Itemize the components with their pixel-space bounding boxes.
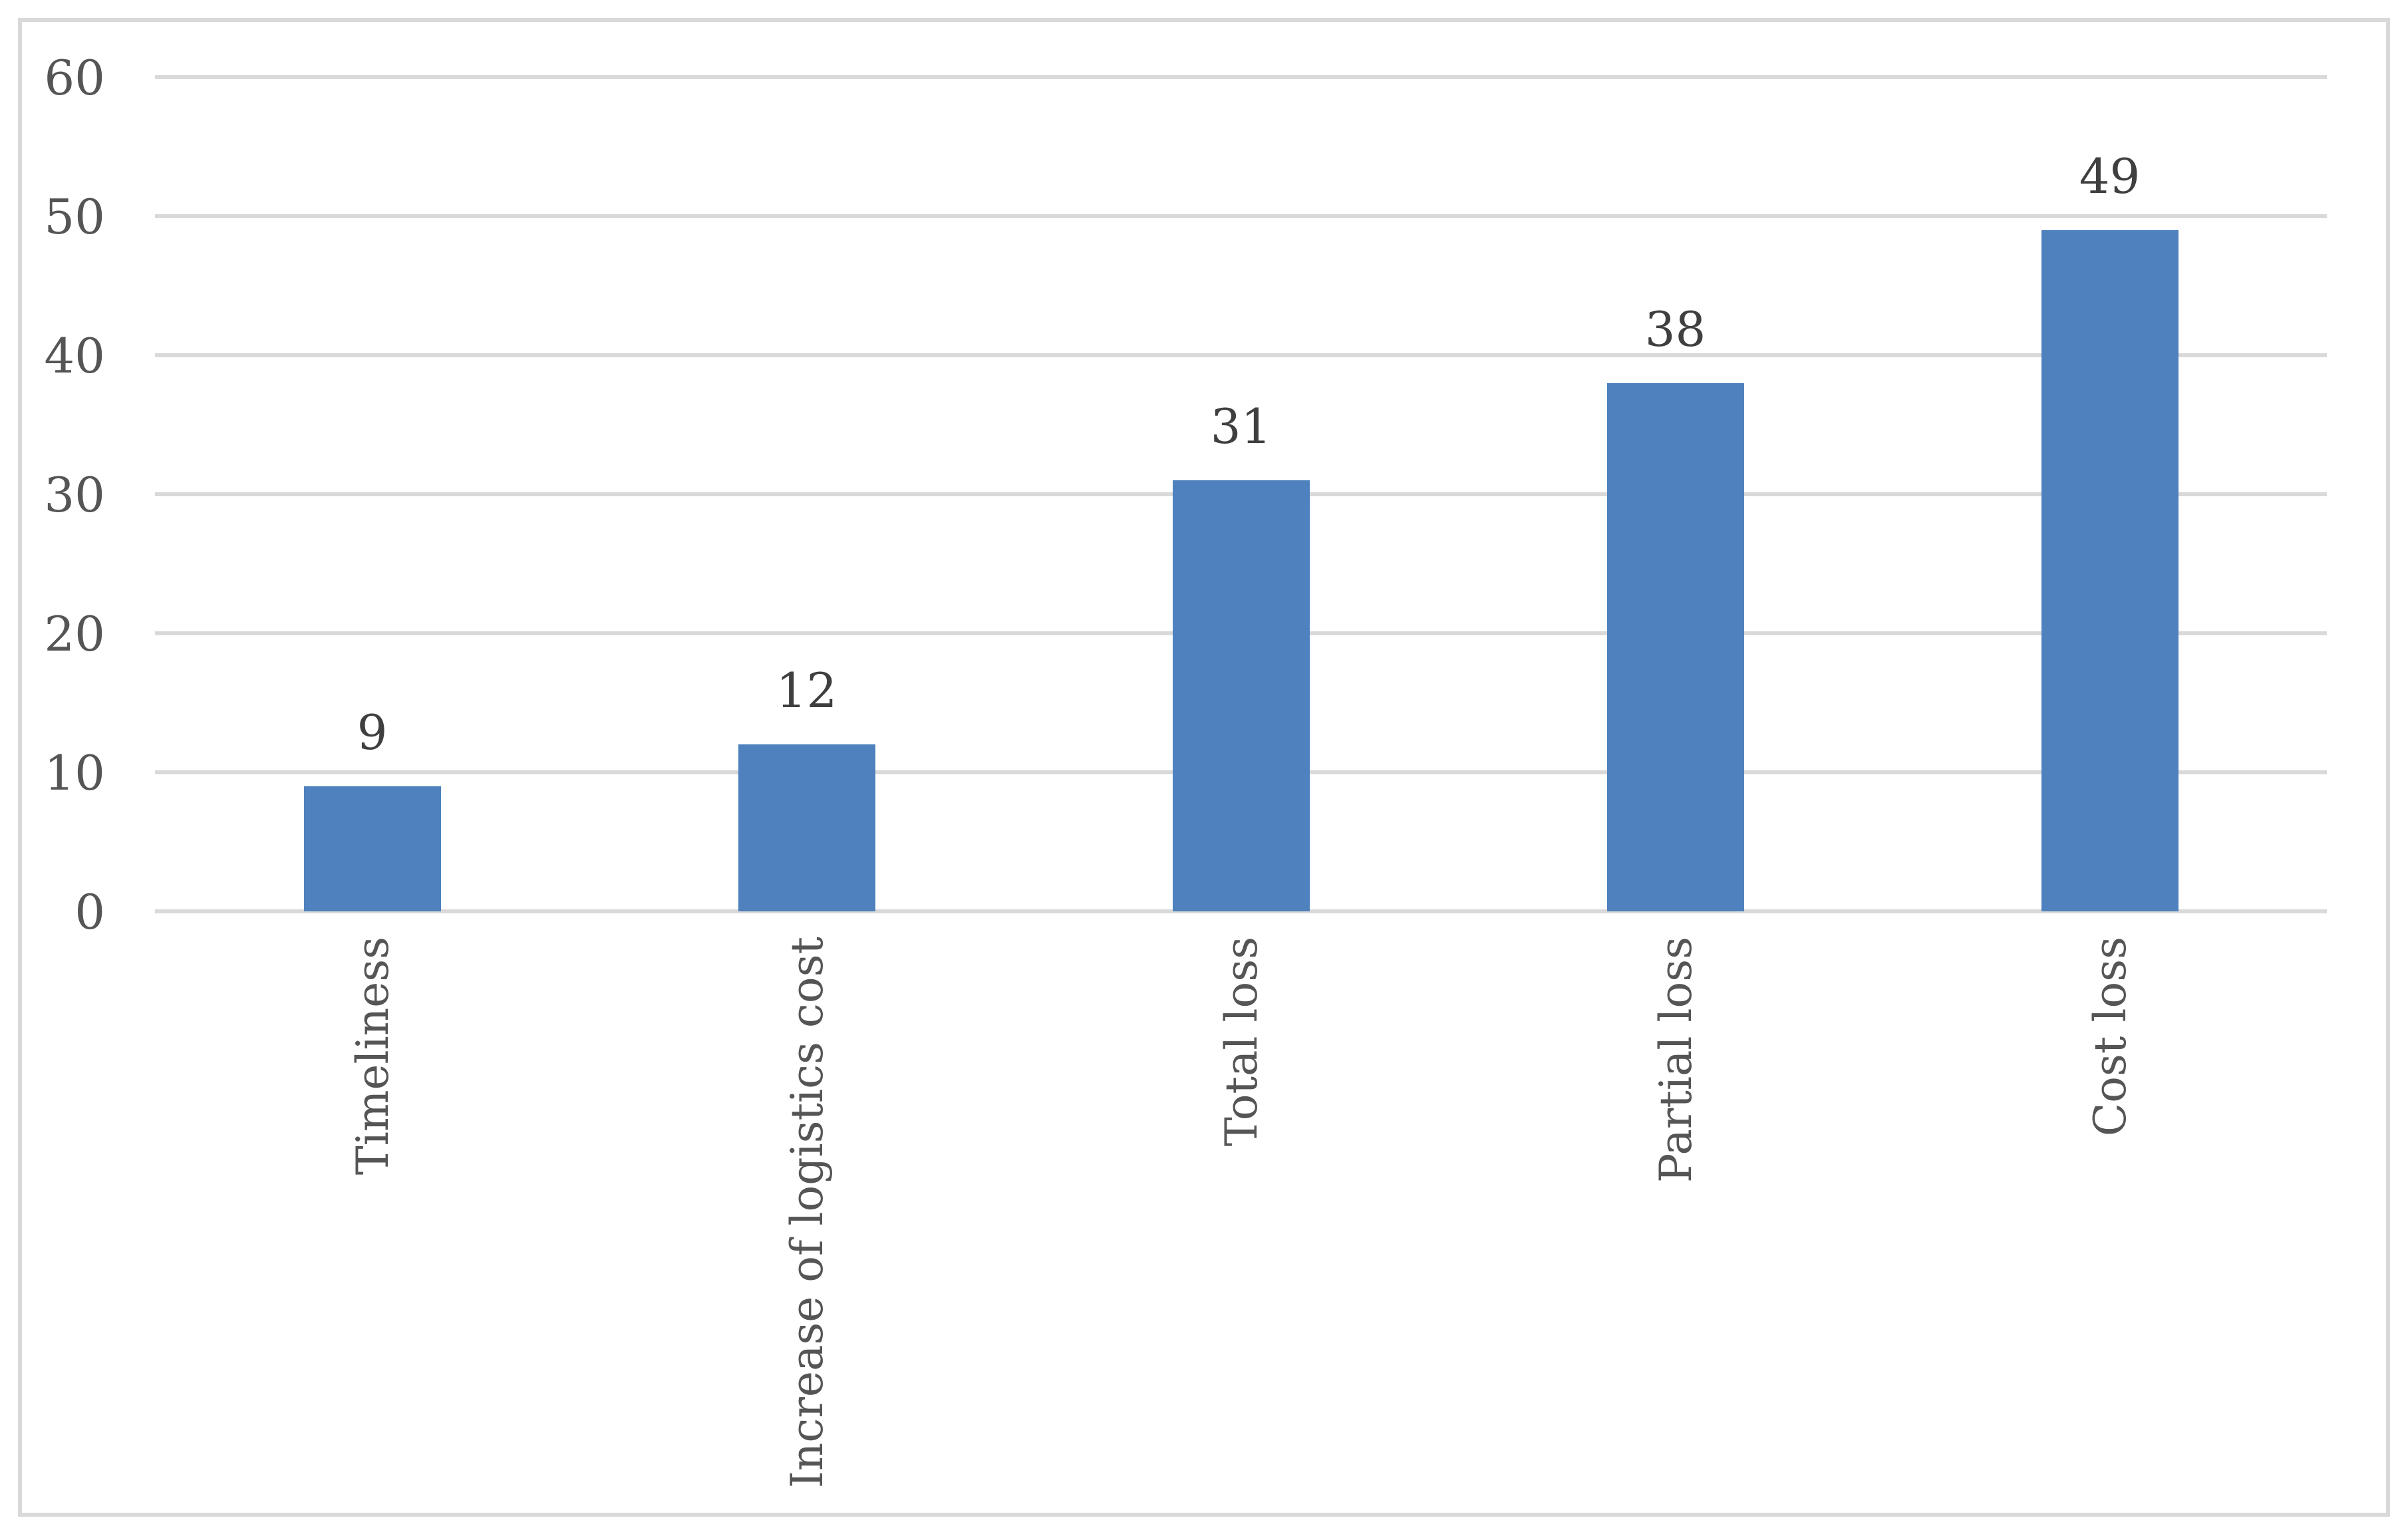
y-tick-label: 20 (44, 606, 105, 662)
gridline (155, 353, 2327, 357)
y-tick-label: 40 (44, 328, 105, 384)
category-label: Increase of logistics cost (781, 937, 833, 1489)
bar-cost-loss (2041, 230, 2179, 911)
data-label: 38 (1644, 301, 1706, 357)
data-label: 31 (1210, 398, 1272, 455)
bar-total-loss (1172, 480, 1310, 911)
data-label: 12 (776, 663, 837, 719)
y-tick-label: 50 (44, 189, 105, 245)
category-label: Partial loss (1650, 937, 1702, 1183)
x-axis-line (155, 909, 2327, 913)
data-label: 9 (357, 704, 388, 760)
gridline (155, 214, 2327, 218)
gridline (155, 75, 2327, 79)
y-tick-label: 0 (75, 884, 105, 940)
y-tick-label: 30 (44, 467, 105, 523)
bar-partial-loss (1606, 383, 1744, 911)
bar-increase-of-logistics-cost (738, 744, 875, 911)
y-tick-label: 60 (44, 50, 105, 106)
y-tick-label: 10 (44, 745, 105, 801)
bar-timeliness (303, 786, 441, 911)
category-label: Cost loss (2084, 937, 2136, 1137)
category-label: Timeliness (347, 937, 398, 1175)
category-label: Total loss (1215, 937, 1267, 1147)
data-label: 49 (2079, 148, 2141, 204)
